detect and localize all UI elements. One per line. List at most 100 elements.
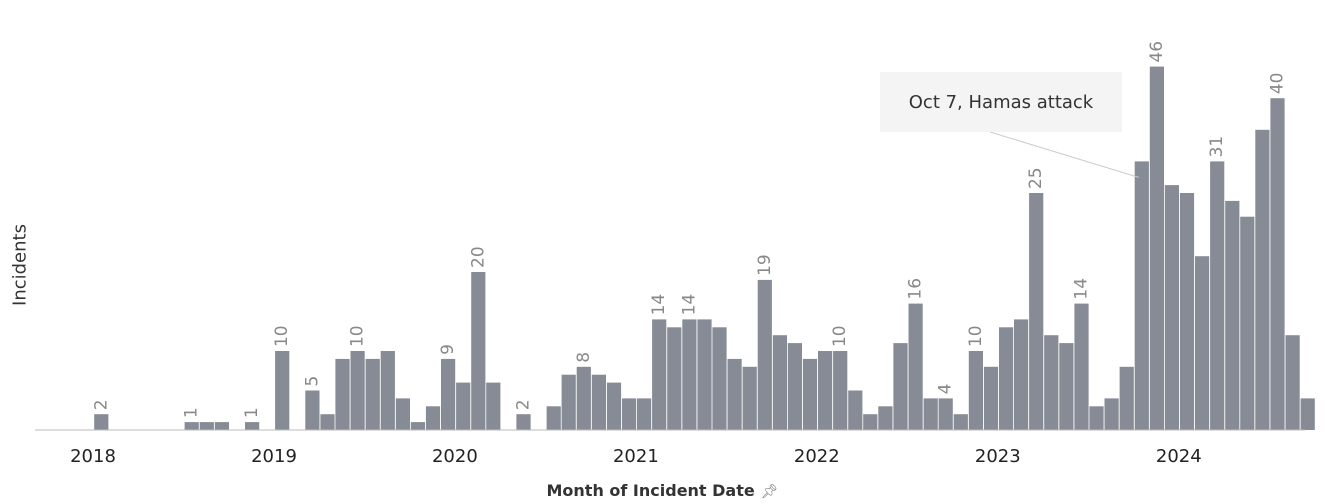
bar-2023-09[interactable]	[1089, 406, 1104, 430]
bar-2021-03[interactable]	[637, 398, 652, 430]
bar-2023-06[interactable]	[1044, 335, 1059, 430]
value-label-2024-01: 46	[1147, 41, 1167, 63]
value-label-2019-01: 1	[242, 407, 262, 418]
x-tick-2023: 2023	[975, 446, 1021, 467]
bar-2019-03[interactable]	[275, 351, 290, 430]
annotation-oct-7: Oct 7, Hamas attack	[880, 72, 1122, 132]
bar-2020-02[interactable]	[441, 358, 456, 430]
bar-2021-12[interactable]	[772, 335, 787, 430]
bar-2020-10[interactable]	[561, 374, 576, 430]
bar-2023-12[interactable]	[1134, 161, 1149, 430]
value-label-2021-04: 14	[649, 294, 669, 316]
bar-2022-07[interactable]	[878, 406, 893, 430]
bar-2022-01[interactable]	[787, 343, 802, 430]
bar-2021-07[interactable]	[697, 319, 712, 430]
bar-2021-06[interactable]	[682, 319, 697, 430]
bar-2019-12[interactable]	[410, 422, 425, 430]
bar-2020-12[interactable]	[591, 374, 606, 430]
value-label-2019-05: 5	[302, 376, 322, 387]
bar-2018-11[interactable]	[214, 422, 229, 430]
bar-2023-08[interactable]	[1074, 303, 1089, 430]
bar-2023-07[interactable]	[1059, 343, 1074, 430]
x-axis-title: Month of Incident Date 📌︎	[0, 481, 1325, 500]
bar-2020-11[interactable]	[576, 366, 591, 430]
bar-2024-07[interactable]	[1240, 216, 1255, 430]
x-tick-2019: 2019	[251, 446, 297, 467]
bar-2021-04[interactable]	[652, 319, 667, 430]
value-label-2019-03: 10	[272, 325, 292, 347]
bar-2019-01[interactable]	[245, 422, 260, 430]
bar-2024-04[interactable]	[1195, 256, 1210, 430]
bar-2019-10[interactable]	[380, 351, 395, 430]
bar-2023-04[interactable]	[1014, 319, 1029, 430]
bar-2021-01[interactable]	[606, 382, 622, 430]
x-axis-label: Month of Incident Date	[546, 481, 755, 500]
bar-2019-05[interactable]	[305, 390, 320, 431]
value-label-2020-07: 2	[514, 399, 534, 410]
bar-2019-11[interactable]	[395, 398, 410, 430]
bar-2023-03[interactable]	[999, 327, 1014, 430]
bar-2022-05[interactable]	[848, 390, 863, 431]
bar-2020-05[interactable]	[486, 382, 501, 430]
bar-2018-03[interactable]	[94, 414, 109, 430]
value-label-2020-11: 8	[574, 352, 594, 363]
bar-2021-05[interactable]	[667, 327, 682, 430]
bar-2019-06[interactable]	[320, 414, 335, 430]
bar-2022-06[interactable]	[863, 414, 878, 430]
bar-2023-10[interactable]	[1104, 398, 1119, 430]
bar-2018-10[interactable]	[199, 422, 214, 430]
bar-2020-01[interactable]	[425, 406, 441, 430]
bars-group	[94, 66, 1315, 431]
bar-2018-09[interactable]	[184, 422, 199, 430]
bar-2024-09[interactable]	[1270, 98, 1285, 430]
annotation-callout-line	[989, 131, 1139, 178]
value-label-2024-05: 31	[1207, 136, 1227, 158]
bar-2019-08[interactable]	[350, 351, 365, 430]
bar-2022-12[interactable]	[953, 414, 968, 430]
bar-2022-11[interactable]	[938, 398, 953, 430]
annotation-text: Oct 7, Hamas attack	[908, 91, 1094, 113]
bar-2024-10[interactable]	[1285, 335, 1300, 430]
value-label-2022-11: 4	[936, 384, 956, 395]
pin-icon[interactable]: 📌︎	[760, 484, 779, 500]
bar-2021-09[interactable]	[727, 358, 742, 430]
bar-2021-10[interactable]	[742, 366, 757, 430]
bar-2022-02[interactable]	[802, 358, 818, 430]
value-label-2024-09: 40	[1268, 73, 1288, 95]
bar-2024-03[interactable]	[1179, 193, 1195, 430]
bar-2024-06[interactable]	[1225, 200, 1240, 430]
bar-2024-08[interactable]	[1255, 129, 1270, 431]
bar-2022-03[interactable]	[818, 351, 833, 430]
bar-2023-05[interactable]	[1029, 193, 1044, 430]
bar-2020-09[interactable]	[546, 406, 561, 430]
bar-2023-11[interactable]	[1119, 366, 1134, 430]
value-label-2020-02: 9	[438, 344, 458, 355]
bar-2024-02[interactable]	[1164, 185, 1179, 430]
bar-2021-11[interactable]	[757, 279, 772, 430]
bar-2019-09[interactable]	[365, 358, 380, 430]
value-label-2018-03: 2	[91, 399, 111, 410]
bar-2021-08[interactable]	[712, 327, 727, 430]
bar-2022-09[interactable]	[908, 303, 923, 430]
bar-2019-07[interactable]	[335, 358, 350, 430]
value-label-2022-09: 16	[906, 278, 926, 300]
bar-2024-05[interactable]	[1210, 161, 1225, 430]
bar-2024-11[interactable]	[1300, 398, 1315, 430]
bar-2021-02[interactable]	[622, 398, 637, 430]
value-labels-group: 2 1 1 10 5 10 9 20 2 8 14 14 19 10 16 4 10 25 14 46 31 40	[91, 41, 1287, 418]
bar-2023-01[interactable]	[968, 351, 983, 430]
y-axis-label: Incidents	[9, 224, 31, 306]
value-label-2022-04: 10	[830, 325, 850, 347]
bar-2022-10[interactable]	[923, 398, 938, 430]
bar-2020-03[interactable]	[456, 382, 471, 430]
value-label-2021-11: 19	[755, 254, 775, 276]
bar-2022-08[interactable]	[893, 343, 908, 430]
bar-2023-02[interactable]	[983, 366, 999, 430]
value-label-2019-08: 10	[348, 325, 368, 347]
bar-2020-04[interactable]	[471, 272, 486, 430]
bar-2022-04[interactable]	[833, 351, 848, 430]
bar-2020-07[interactable]	[516, 414, 531, 430]
x-tick-2021: 2021	[613, 446, 659, 467]
bar-2024-01[interactable]	[1149, 66, 1164, 430]
